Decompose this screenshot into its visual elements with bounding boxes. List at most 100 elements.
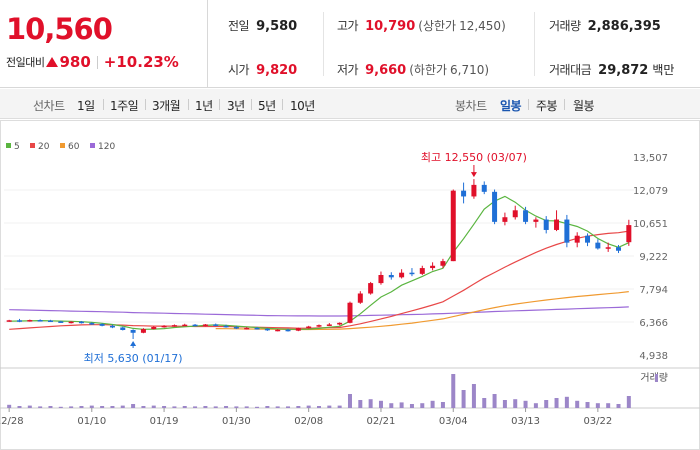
candle-body [388, 275, 394, 278]
amount-label: 거래대금 [549, 63, 592, 77]
candle-body [78, 321, 84, 324]
up-arrow-icon [46, 57, 59, 67]
open-label: 시가 [228, 63, 250, 77]
prev-close-label: 전일 [228, 19, 250, 33]
period-1y[interactable]: 1년 [195, 99, 213, 113]
volume-bar [358, 400, 363, 408]
candle-chart-label: 봉차트 [455, 99, 487, 113]
volume-bar [48, 406, 53, 408]
y-tick-label: 4,938 [639, 351, 668, 362]
candle-monthly[interactable]: 월봉 [573, 99, 595, 113]
candle-body [295, 328, 301, 331]
candle-body [533, 219, 539, 222]
candle-body [202, 324, 208, 326]
candle-body [512, 210, 518, 218]
lower-limit-label: (하한가 [409, 63, 448, 77]
candle-body [89, 323, 95, 325]
candle-body [47, 320, 53, 323]
candle-body [574, 235, 580, 243]
legend-swatch [90, 143, 95, 148]
candle-body [109, 325, 115, 328]
volume-bar [451, 374, 456, 408]
candle-body [275, 329, 281, 332]
candle-body [523, 210, 529, 222]
x-tick-label: 02/21 [367, 416, 396, 427]
volume-bar [482, 398, 487, 408]
volume-bar [213, 406, 218, 408]
volume-bar [162, 406, 167, 408]
low-label: 저가 [337, 63, 359, 77]
candle-body [213, 324, 219, 326]
volume-bar [585, 402, 590, 408]
candle-body [316, 325, 322, 327]
low-annotation-label: 최저 5,630 (01/17) [84, 352, 183, 365]
period-1d[interactable]: 1일 [77, 99, 95, 113]
volume-bar [255, 406, 260, 408]
candle-body [223, 325, 229, 328]
volume-bar [513, 399, 518, 408]
amount-unit: 백만 [652, 63, 675, 77]
candle-body [461, 190, 467, 197]
candle-body [481, 184, 487, 192]
x-tick-label: 03/04 [439, 416, 468, 427]
change-label: 전일대비 [6, 56, 45, 69]
candle-body [264, 328, 270, 331]
period-3m[interactable]: 3개월 [152, 99, 181, 113]
price-summary: 10,560 전일대비 980 +10.23% 전일 9,580 시가 9,82… [0, 0, 700, 88]
volume-bar [275, 406, 280, 408]
prev-close-cell: 전일 9,580 [228, 17, 297, 34]
volume-bar [378, 400, 383, 408]
period-10y[interactable]: 10년 [290, 99, 315, 113]
y-tick-label: 13,507 [633, 153, 668, 164]
candle-body [399, 272, 405, 278]
candle-body [357, 293, 363, 303]
candle-body [171, 325, 177, 327]
x-tick-label: 03/13 [511, 416, 540, 427]
volume-bar [286, 406, 291, 408]
candle-body [151, 326, 157, 330]
volume-bar [151, 405, 156, 408]
candle-body [130, 329, 136, 333]
candle-body [502, 217, 508, 222]
candle-body [378, 275, 384, 284]
candle-body [192, 324, 198, 327]
candle-weekly[interactable]: 주봉 [536, 99, 558, 113]
period-5y[interactable]: 5년 [258, 99, 276, 113]
volume-bar [7, 404, 12, 408]
price-chart: 5 20 60 120 13,507 12,079 10,651 9,222 7,794 6,36… [0, 120, 700, 450]
volume-bar [89, 405, 94, 408]
current-price-box: 10,560 전일대비 980 +10.23% [0, 0, 208, 88]
divider [528, 99, 529, 110]
candle-daily[interactable]: 일봉 [500, 99, 522, 113]
line-chart-label: 선차트 [33, 99, 65, 113]
x-tick-label: 01/30 [222, 416, 251, 427]
candle-body [430, 265, 436, 269]
candle-body [254, 327, 260, 330]
volume-bar [420, 403, 425, 408]
chart-toolbar: 선차트 1일 1주일 3개월 1년 3년 5년 10년 봉차트 일봉 주봉 월봉 [0, 89, 700, 119]
volume-legend-swatch [655, 374, 658, 382]
candle-body [285, 329, 291, 332]
change-percent: +10.23% [103, 53, 179, 71]
ma60-line [215, 291, 629, 331]
candle-body [140, 329, 146, 333]
volume-bar [120, 405, 125, 408]
candle-body [27, 320, 33, 322]
volume-bar [58, 406, 63, 408]
volume-bar [17, 406, 22, 408]
period-1w[interactable]: 1주일 [110, 99, 139, 113]
legend-label-120: 120 [98, 142, 115, 152]
candle-body [161, 325, 167, 328]
y-tick-label: 6,366 [639, 318, 668, 329]
volume-bar [564, 396, 569, 408]
candle-body [120, 327, 126, 330]
volume-bar [234, 406, 239, 408]
volume-bar [399, 402, 404, 408]
low-cell: 저가 9,660 (하한가 6,710) [337, 61, 489, 78]
period-3y[interactable]: 3년 [227, 99, 245, 113]
candle-body [68, 321, 74, 324]
x-tick-label: 12/28 [0, 416, 24, 427]
candle-body [564, 219, 570, 243]
candle-body [6, 320, 12, 322]
volume-bar [224, 406, 229, 408]
